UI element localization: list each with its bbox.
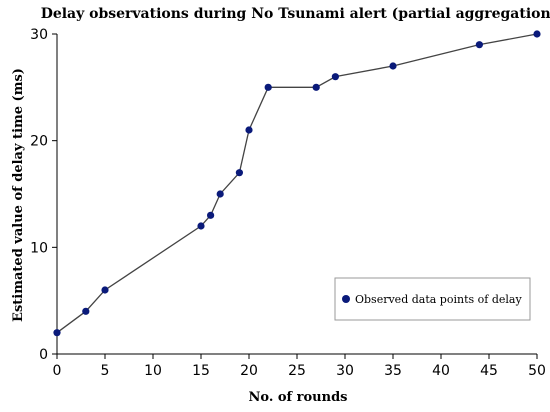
series-line [56,33,538,334]
x-axis-label: No. of rounds [249,390,348,405]
data-point [475,41,483,49]
data-point [197,222,205,230]
data-point [389,62,397,70]
data-point [264,83,272,91]
plot-area: 0 5 10 15 20 25 30 35 40 45 50 0 10 20 30 [30,27,546,379]
x-tick-label: 25 [288,363,306,379]
x-tick-label: 0 [53,363,62,379]
y-axis-label: Estimated value of delay time (ms) [11,68,26,322]
data-points [53,30,541,337]
y-tick-label: 20 [30,134,48,150]
data-point [207,211,215,219]
x-tick-label: 45 [480,363,498,379]
data-point [53,329,61,337]
legend: Observed data points of delay [334,277,531,321]
y-tick-label: 30 [30,27,48,43]
y-tick-label: 0 [39,347,48,363]
x-tick-label: 40 [432,363,450,379]
data-point [82,307,90,315]
legend-marker [342,295,350,303]
data-point [235,169,243,177]
data-point [245,126,253,134]
x-tick-label: 50 [528,363,546,379]
x-tick-label: 20 [240,363,258,379]
data-point [331,73,339,81]
axis-ticks: 0 5 10 15 20 25 30 35 40 45 50 0 10 20 30 [30,27,546,379]
legend-box [334,277,531,321]
x-tick-label: 30 [336,363,354,379]
chart-title: Delay observations during No Tsunami ale… [41,6,550,22]
x-tick-label: 5 [101,363,110,379]
x-tick-label: 35 [384,363,402,379]
y-tick-label: 10 [30,240,48,256]
data-point [216,190,224,198]
data-point [101,286,109,294]
data-point [312,83,320,91]
data-point [533,30,541,38]
x-tick-label: 10 [144,363,162,379]
x-tick-label: 15 [192,363,210,379]
legend-label: Observed data points of delay [355,293,522,306]
